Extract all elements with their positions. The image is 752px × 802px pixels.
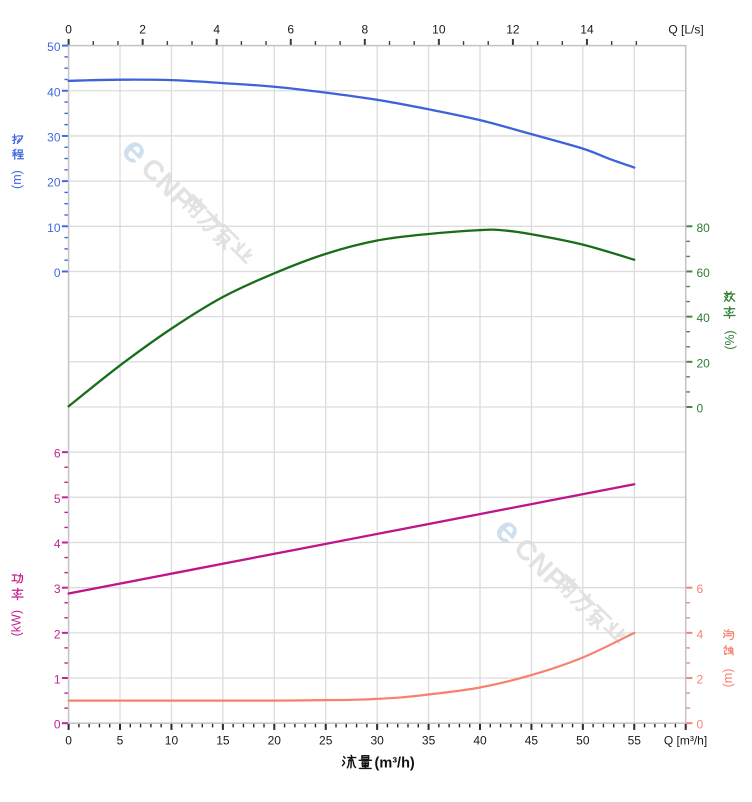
svg-text:5: 5	[117, 734, 124, 748]
svg-text:50: 50	[47, 40, 61, 54]
svg-text:14: 14	[580, 22, 594, 36]
svg-text:Q [m³/h]: Q [m³/h]	[664, 734, 707, 748]
svg-text:6: 6	[697, 582, 704, 596]
svg-text:(m): (m)	[721, 669, 735, 688]
svg-text:0: 0	[54, 266, 61, 280]
svg-text:6: 6	[287, 22, 294, 36]
svg-text:35: 35	[422, 734, 436, 748]
svg-text:1: 1	[54, 673, 61, 687]
svg-text:(%): (%)	[723, 330, 737, 349]
svg-text:20: 20	[697, 356, 711, 370]
svg-text:0: 0	[697, 401, 704, 415]
svg-text:4: 4	[54, 537, 61, 551]
svg-text:0: 0	[65, 22, 72, 36]
svg-text:0: 0	[697, 718, 704, 732]
svg-text:40: 40	[473, 734, 487, 748]
svg-text:30: 30	[370, 734, 384, 748]
svg-text:55: 55	[628, 734, 642, 748]
svg-text:20: 20	[47, 176, 61, 190]
svg-text:40: 40	[697, 311, 711, 325]
svg-text:(kW): (kW)	[10, 610, 24, 636]
svg-text:60: 60	[697, 266, 711, 280]
svg-text:45: 45	[525, 734, 539, 748]
svg-text:2: 2	[54, 627, 61, 641]
svg-text:2: 2	[139, 22, 146, 36]
svg-text:25: 25	[319, 734, 333, 748]
svg-text:(m³/h): (m³/h)	[375, 755, 415, 771]
svg-text:4: 4	[697, 627, 704, 641]
svg-text:10: 10	[47, 221, 61, 235]
svg-text:50: 50	[576, 734, 590, 748]
svg-text:0: 0	[65, 734, 72, 748]
svg-text:3: 3	[54, 582, 61, 596]
svg-text:40: 40	[47, 85, 61, 99]
svg-text:10: 10	[432, 22, 446, 36]
svg-text:8: 8	[361, 22, 368, 36]
svg-text:Q [L/s]: Q [L/s]	[668, 22, 703, 36]
svg-text:15: 15	[216, 734, 230, 748]
svg-text:0: 0	[54, 718, 61, 732]
svg-text:5: 5	[54, 492, 61, 506]
svg-text:2: 2	[697, 673, 704, 687]
svg-text:80: 80	[697, 221, 711, 235]
svg-text:12: 12	[506, 22, 520, 36]
svg-text:(m): (m)	[10, 170, 24, 189]
svg-text:20: 20	[268, 734, 282, 748]
svg-text:6: 6	[54, 447, 61, 461]
svg-text:30: 30	[47, 130, 61, 144]
svg-text:10: 10	[165, 734, 179, 748]
svg-text:4: 4	[213, 22, 220, 36]
